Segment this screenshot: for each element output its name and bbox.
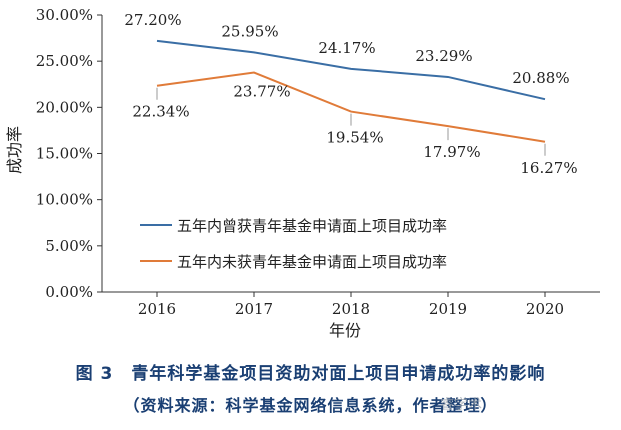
x-axis-title: 年份 — [329, 321, 361, 340]
y-tick-label: 0.00% — [45, 283, 93, 301]
x-axis-ticks: 2016 2017 2018 2019 2020 — [138, 292, 564, 318]
y-tick-label: 25.00% — [36, 52, 93, 70]
x-tick-label: 2017 — [235, 300, 273, 318]
x-tick-label: 2018 — [332, 300, 370, 318]
data-label-series1: 25.95% — [221, 22, 278, 40]
series-line-1 — [156, 39, 546, 101]
data-label-series1: 24.17% — [318, 39, 375, 57]
legend-label: 五年内曾获青年基金申请面上项目成功率 — [177, 217, 447, 235]
line-chart: 0.00% 5.00% 10.00% 15.00% 20.00% 25.00% 30.00%… — [5, 6, 600, 340]
data-label-series1: 20.88% — [512, 69, 569, 87]
y-tick-label: 10.00% — [36, 191, 93, 209]
data-label-series1: 23.29% — [415, 47, 472, 65]
legend-label: 五年内未获青年基金申请面上项目成功率 — [177, 253, 447, 271]
data-label-series2: 19.54% — [326, 129, 383, 147]
y-tick-label: 30.00% — [36, 6, 93, 24]
figure-caption-title: 图 3 青年科学基金项目资助对面上项目申请成功率的影响 — [75, 364, 546, 384]
data-label-series2: 17.97% — [423, 143, 480, 161]
x-tick-label: 2016 — [138, 300, 176, 318]
label-leader-lines — [156, 87, 546, 156]
y-tick-label: 20.00% — [36, 98, 93, 116]
y-axis-title: 成功率 — [5, 126, 24, 174]
y-axis-ticks: 0.00% 5.00% 10.00% 15.00% 20.00% 25.00% 30.00% — [36, 6, 102, 301]
series-lines — [156, 39, 546, 143]
watermark: 睿学术 — [440, 397, 482, 413]
x-tick-label: 2019 — [429, 300, 467, 318]
data-label-series1: 27.20% — [124, 11, 181, 29]
data-labels: 27.20% 25.95% 24.17% 23.29% 20.88% 22.34% 23.7… — [124, 11, 577, 177]
y-tick-label: 15.00% — [36, 145, 93, 163]
y-tick-label: 5.00% — [45, 237, 93, 255]
x-tick-label: 2020 — [526, 300, 564, 318]
figure-caption-source: （资料来源：科学基金网络信息系统，作者整理） — [123, 396, 498, 415]
data-label-series2: 23.77% — [233, 83, 290, 101]
data-label-series2: 16.27% — [520, 159, 577, 177]
series-line-2 — [156, 71, 546, 143]
data-label-series2: 22.34% — [132, 103, 189, 121]
